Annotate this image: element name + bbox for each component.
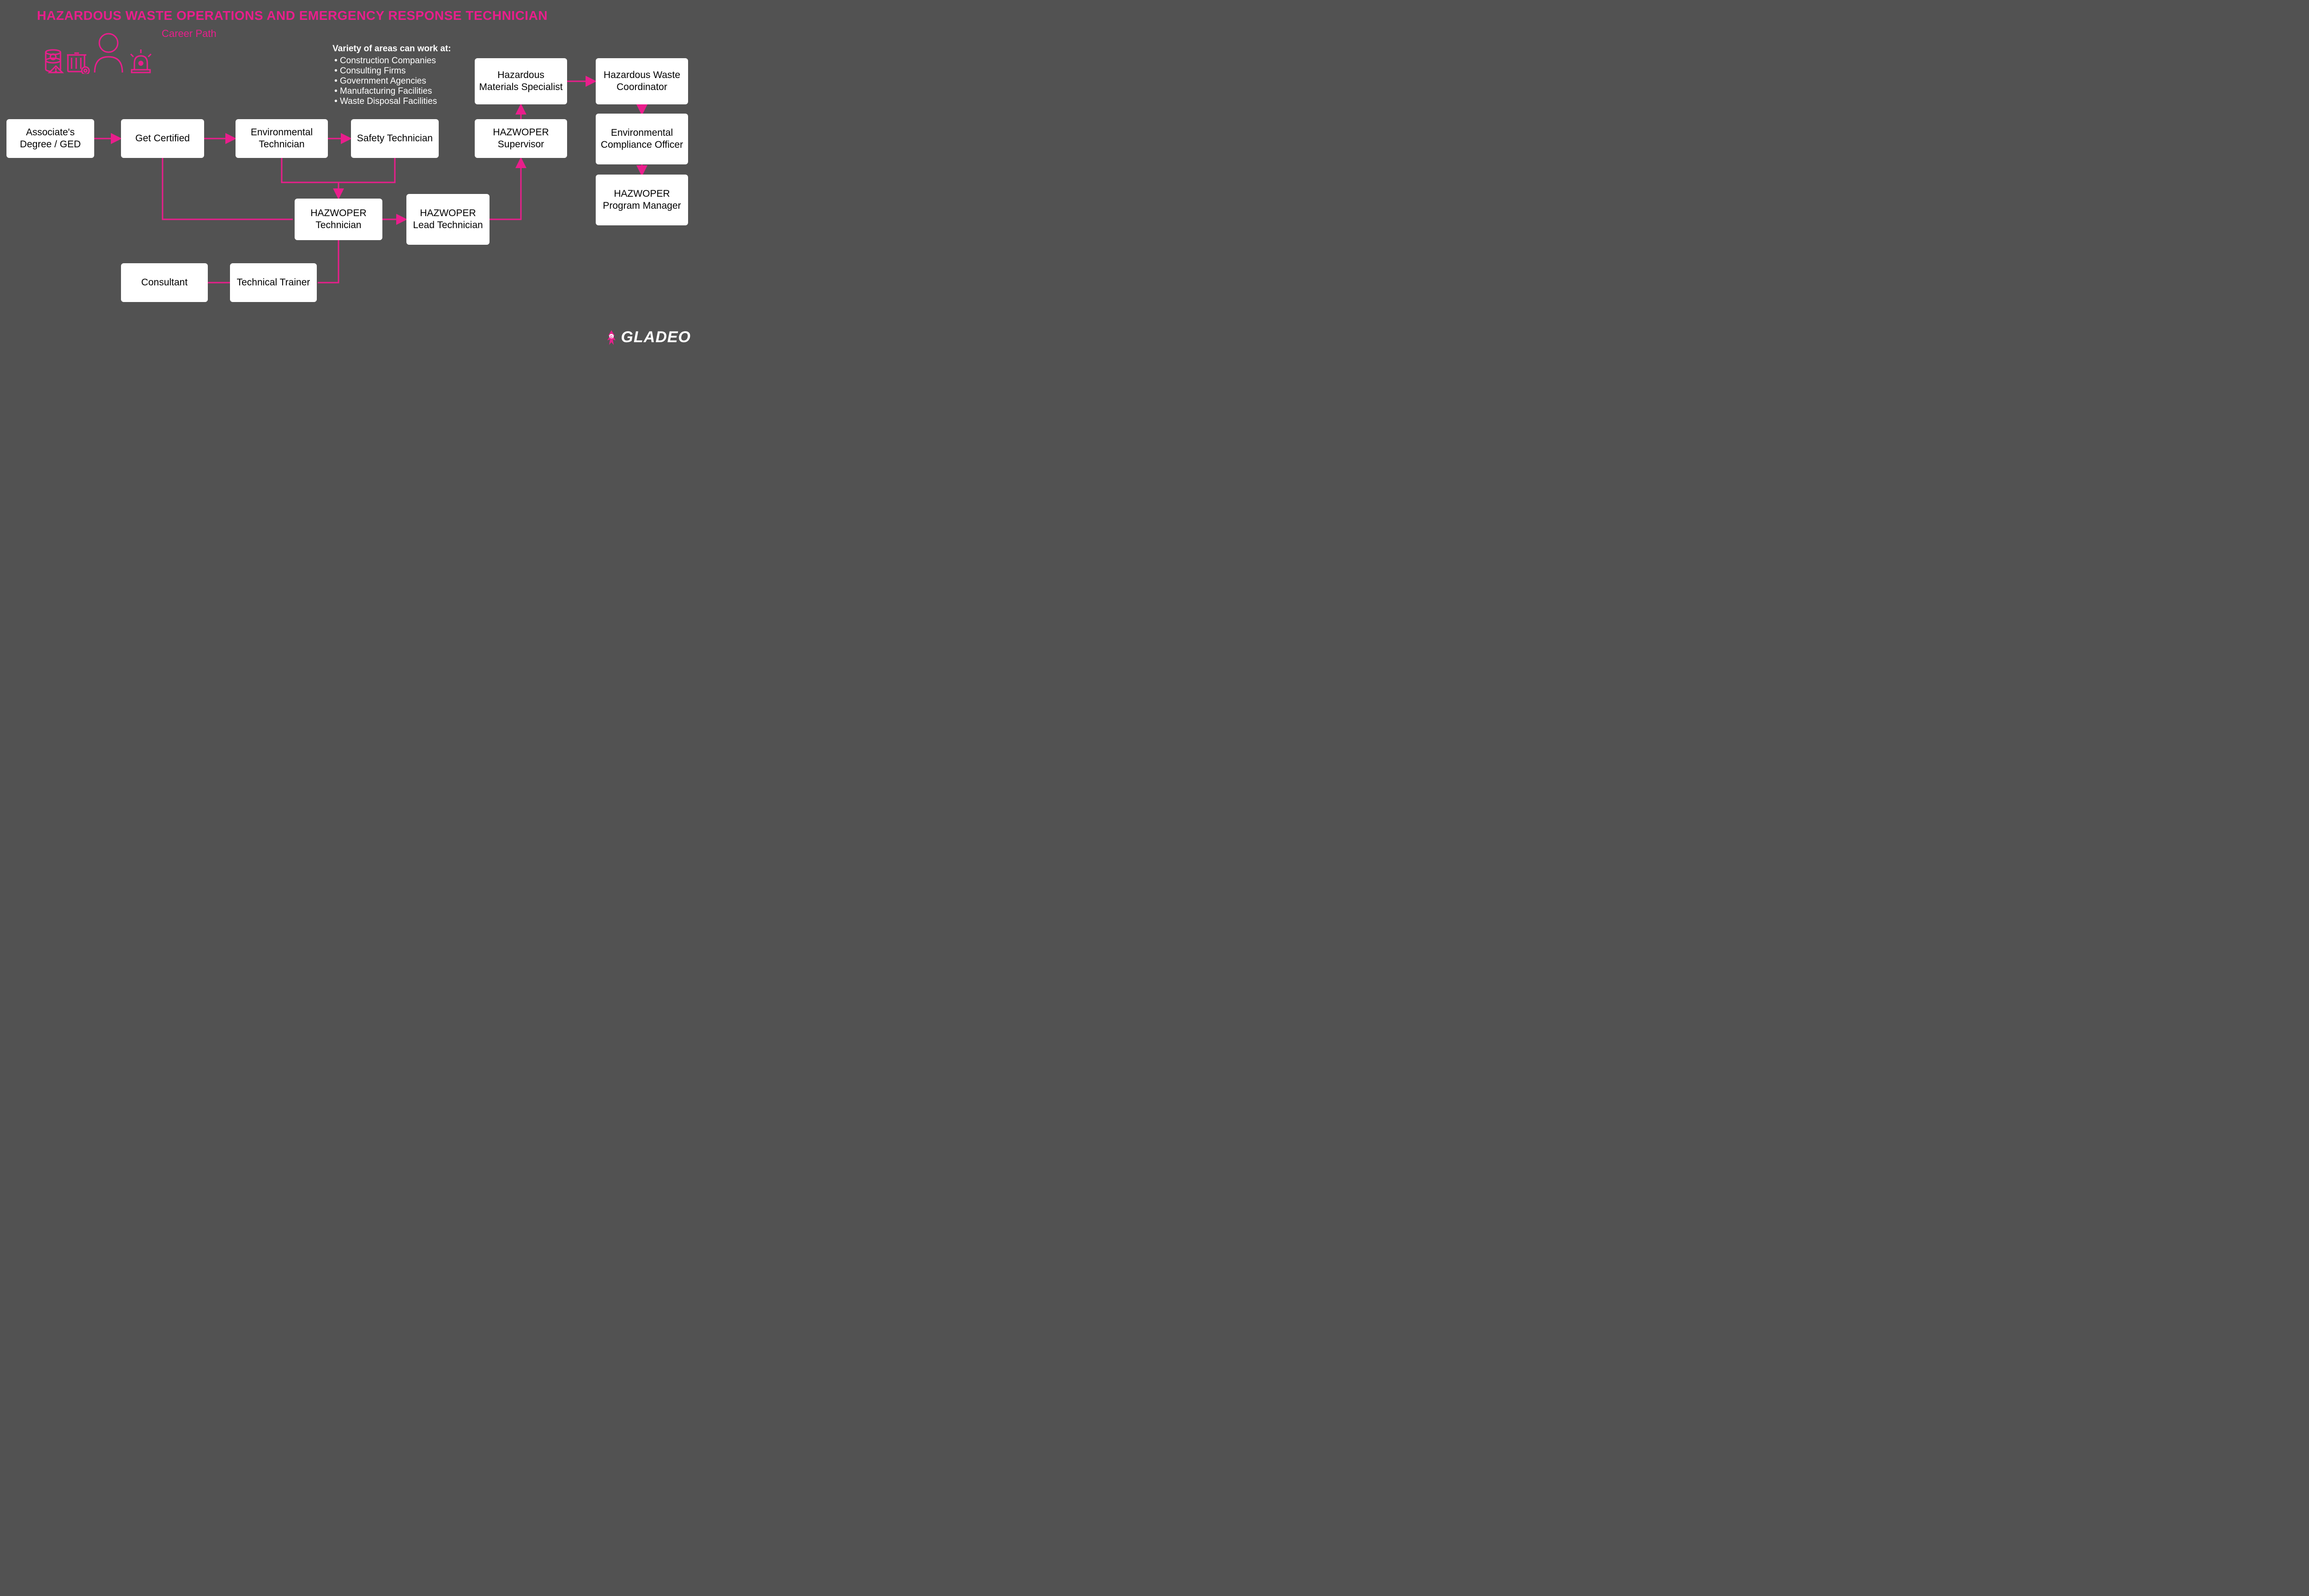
node-trainer: Technical Trainer [230,263,317,302]
node-matspec: Hazardous Materials Specialist [475,58,567,104]
brand-logo: G GLADEO [604,328,691,346]
logo-text: GLADEO [621,328,691,346]
work-areas: Variety of areas can work at: Constructi… [332,44,451,107]
node-progmgr: HAZWOPER Program Manager [596,175,688,225]
node-coordinator: Hazardous Waste Coordinator [596,58,688,104]
node-consultant: Consultant [121,263,208,302]
node-envtech: Environmental Technician [236,119,328,158]
node-leadtech: HAZWOPER Lead Technician [406,194,490,245]
node-degree: Associate's Degree / GED [6,119,94,158]
logo-icon: G [604,329,618,346]
header-icons [44,30,157,74]
node-compliance: Environmental Compliance Officer [596,114,688,164]
node-supervisor: HAZWOPER Supervisor [475,119,567,158]
subtitle: Career Path [162,28,217,40]
node-certified: Get Certified [121,119,204,158]
area-item: Government Agencies [341,76,451,86]
page-title: HAZARDOUS WASTE OPERATIONS AND EMERGENCY… [37,8,548,23]
node-haztech: HAZWOPER Technician [295,199,382,240]
area-item: Waste Disposal Facilities [341,97,451,107]
svg-text:G: G [610,335,613,339]
node-safetytech: Safety Technician [351,119,439,158]
areas-heading: Variety of areas can work at: [332,44,451,54]
area-item: Manufacturing Facilities [341,86,451,97]
area-item: Construction Companies [341,56,451,66]
area-item: Consulting Firms [341,66,451,76]
